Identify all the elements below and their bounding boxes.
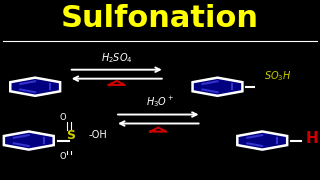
Text: O: O xyxy=(59,113,66,122)
Text: Sulfonation: Sulfonation xyxy=(61,4,259,33)
Text: H: H xyxy=(306,131,318,146)
Polygon shape xyxy=(10,78,60,96)
Text: S: S xyxy=(66,129,75,142)
Polygon shape xyxy=(4,131,54,150)
Text: O: O xyxy=(59,152,66,161)
Text: $H_2SO_4$: $H_2SO_4$ xyxy=(101,51,132,65)
Polygon shape xyxy=(193,78,243,96)
Polygon shape xyxy=(237,131,287,150)
Text: $H_3O^+$: $H_3O^+$ xyxy=(146,94,174,109)
Text: -OH: -OH xyxy=(88,130,107,140)
Text: $SO_3H$: $SO_3H$ xyxy=(264,69,292,83)
